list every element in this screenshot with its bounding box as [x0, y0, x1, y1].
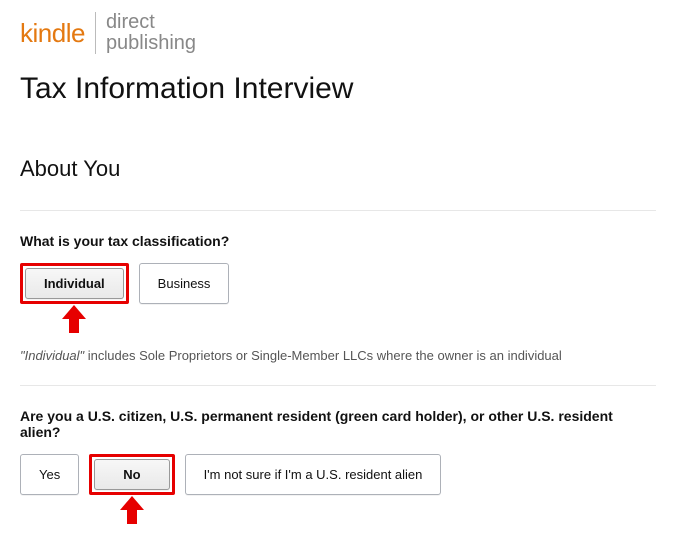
unsure-button[interactable]: I'm not sure if I'm a U.S. resident alie…	[185, 454, 442, 495]
yes-button[interactable]: Yes	[20, 454, 79, 495]
q2-options: Yes No I'm not sure if I'm a U.S. reside…	[20, 454, 656, 495]
divider	[20, 385, 656, 386]
q1-options: Individual Business	[20, 263, 656, 304]
q1-helper-em: "Individual"	[20, 348, 84, 363]
q1-helper-rest: includes Sole Proprietors or Single-Memb…	[84, 348, 562, 363]
no-button[interactable]: No	[94, 459, 169, 490]
individual-button[interactable]: Individual	[25, 268, 124, 299]
annotation-highlight-no: No	[89, 454, 174, 495]
section-title: About You	[20, 156, 656, 182]
arrow-up-icon	[62, 305, 86, 333]
annotation-highlight-individual: Individual	[20, 263, 129, 304]
business-button[interactable]: Business	[139, 263, 230, 304]
question-tax-classification: What is your tax classification? Individ…	[20, 233, 656, 363]
logo-kindle-text: kindle	[20, 18, 85, 49]
divider	[20, 210, 656, 211]
logo-direct-text: direct	[106, 11, 155, 33]
q1-label: What is your tax classification?	[20, 233, 656, 249]
question-us-citizen: Are you a U.S. citizen, U.S. permanent r…	[20, 408, 656, 495]
q1-helper-text: "Individual" includes Sole Proprietors o…	[20, 348, 656, 363]
page-title: Tax Information Interview	[20, 72, 656, 106]
logo-publishing-text: publishing	[106, 32, 196, 54]
q2-label: Are you a U.S. citizen, U.S. permanent r…	[20, 408, 656, 440]
logo-separator	[95, 12, 96, 54]
kdp-logo: kindle direct publishing	[20, 12, 656, 54]
arrow-up-icon	[120, 496, 144, 524]
logo-direct-publishing: direct publishing	[106, 12, 196, 54]
